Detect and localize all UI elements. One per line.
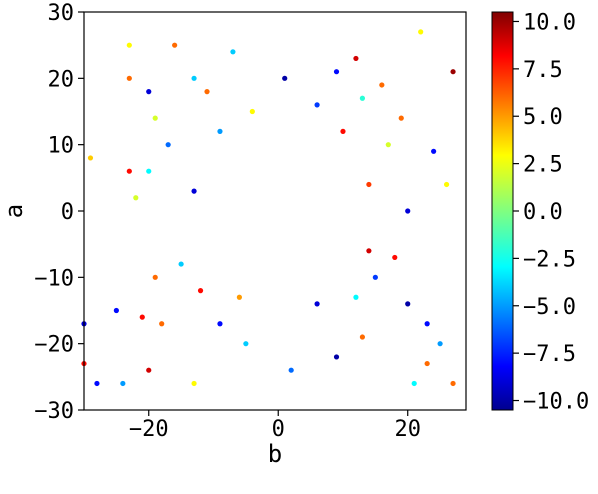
scatter-point [126, 75, 132, 81]
y-axis-ticks: −30 −20 −10 0 10 20 30 [34, 1, 84, 424]
scatter-point [424, 360, 430, 367]
scatter-point [353, 55, 359, 62]
scatter-point [379, 82, 385, 88]
colorbar-tick-label: −5.0 [523, 295, 576, 320]
points-layer [81, 29, 456, 387]
scatter-point [152, 274, 158, 280]
scatter-point [243, 341, 249, 347]
colorbar [491, 11, 514, 411]
scatter-point [282, 75, 288, 81]
scatter-point [204, 89, 210, 95]
scatter-point [398, 115, 404, 121]
colorbar-tick-label: 7.5 [523, 58, 563, 83]
scatter-point [172, 42, 178, 48]
scatter-point [230, 49, 236, 55]
scatter-point [431, 148, 437, 154]
y-tick-label: 20 [48, 67, 75, 92]
y-tick-label: −10 [34, 266, 74, 291]
scatter-point [249, 108, 255, 115]
scatter-point [126, 168, 132, 174]
scatter-point [139, 314, 145, 320]
x-tick-label: 20 [394, 417, 421, 442]
x-tick-label: 0 [272, 417, 285, 442]
scatter-point [450, 69, 456, 75]
colorbar-ticks: 10.0 7.5 5.0 2.5 0.0 −2.5 −5.0 −7.5 −10.0 [513, 10, 589, 415]
scatter-point [113, 307, 119, 314]
scatter-point [443, 181, 450, 188]
scatter-point [314, 301, 320, 307]
scatter-point [159, 321, 165, 327]
scatter-point [165, 142, 171, 148]
scatter-point [126, 42, 132, 48]
scatter-point [120, 380, 126, 387]
scatter-point [392, 254, 398, 261]
scatter-point [359, 334, 366, 340]
scatter-point [191, 75, 197, 81]
scatter-point [197, 288, 204, 294]
y-axis-title: a [0, 204, 28, 218]
colorbar-tick-label: 10.0 [523, 10, 576, 35]
scatter-point [217, 321, 223, 327]
scatter-point [450, 380, 456, 387]
scatter-point [372, 274, 378, 280]
scatter-point [236, 294, 242, 300]
scatter-point [437, 341, 443, 347]
scatter-point [340, 128, 346, 134]
scatter-point [405, 208, 411, 214]
colorbar-tick-label: 5.0 [523, 105, 563, 130]
y-tick-label: −30 [34, 399, 74, 424]
scatter-point [152, 115, 158, 121]
scatter-point [87, 155, 94, 161]
scatter-point [385, 142, 391, 148]
y-tick-label: −20 [34, 333, 74, 358]
y-tick-label: 10 [48, 134, 75, 159]
y-tick-label: 0 [61, 200, 74, 225]
y-tick-label: 30 [48, 1, 75, 26]
scatter-point [314, 102, 320, 108]
scatter-point [146, 367, 152, 373]
scatter-point [178, 261, 184, 267]
scatter-point [405, 301, 411, 307]
scatter-point [217, 128, 223, 134]
scatter-point [366, 181, 372, 188]
scatter-point [366, 248, 372, 254]
colorbar-tick-label: 0.0 [523, 200, 563, 225]
colorbar-tick-label: −2.5 [523, 247, 576, 272]
scatter-point [424, 321, 430, 327]
scatter-point [353, 294, 359, 300]
scatter-point [133, 195, 139, 201]
colorbar-tick-label: 2.5 [523, 153, 563, 178]
scatter-point [333, 354, 340, 360]
scatter-point [359, 95, 366, 101]
scatter-point [146, 89, 152, 95]
scatter-point [333, 69, 340, 75]
scatter-point [94, 380, 100, 387]
scatter-point [191, 380, 197, 387]
colorbar-tick-label: −7.5 [523, 342, 576, 367]
x-axis-ticks: −20 0 20 [129, 410, 421, 442]
scatter-point [146, 168, 152, 174]
x-tick-label: −20 [129, 417, 169, 442]
scatter-point [411, 380, 417, 387]
scatter-point [418, 29, 424, 35]
scatter-point [288, 367, 294, 373]
colorbar-tick-label: −10.0 [523, 390, 589, 415]
x-axis-title: b [268, 440, 282, 468]
scatter-point [191, 188, 197, 194]
